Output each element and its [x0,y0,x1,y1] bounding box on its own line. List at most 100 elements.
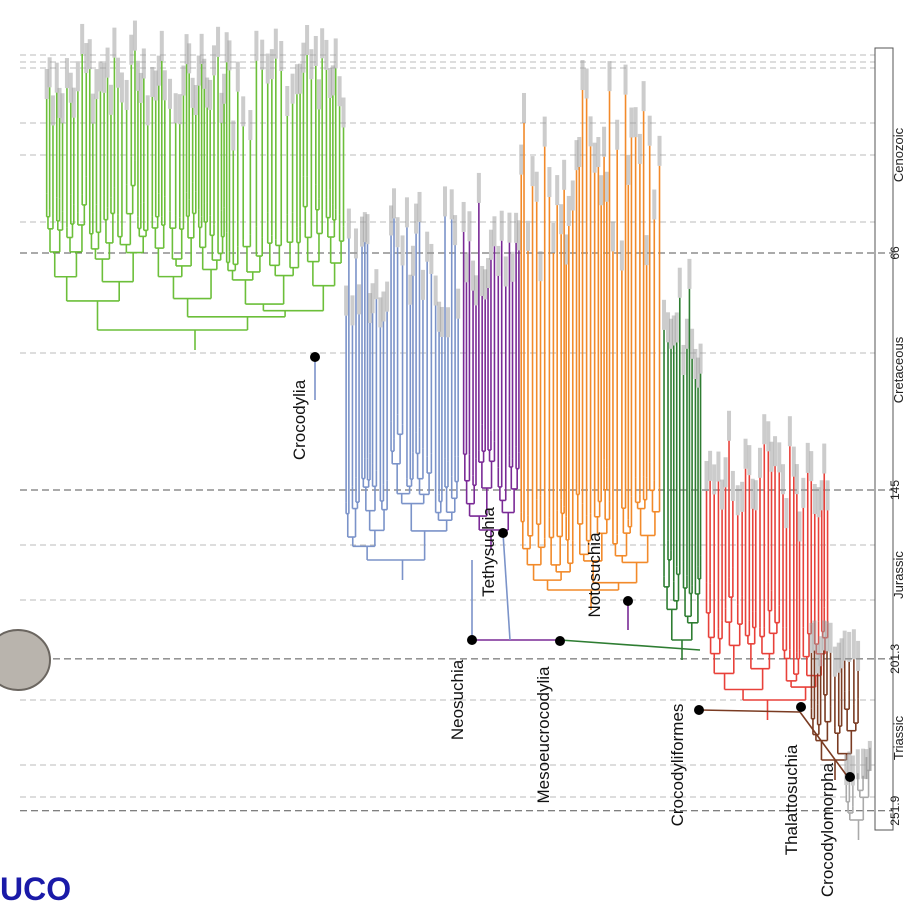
tip-labels [720,480,724,510]
tip-labels [342,98,346,128]
tip-labels [788,416,792,446]
tip-labels [564,234,568,264]
tip-labels [531,156,535,186]
tip-labels [624,65,628,95]
skull-icon [0,630,50,690]
tip-labels [324,40,328,70]
tip-labels [822,444,826,474]
tip-labels [421,270,425,300]
tip-labels [347,209,351,239]
tip-labels [291,74,295,104]
tip-labels [555,175,559,205]
tip-labels [615,120,619,150]
tip-labels [76,61,80,91]
tip-labels [414,204,418,234]
tip-labels [477,173,481,203]
tip-labels [492,216,496,246]
tip-labels [381,292,385,322]
tip-labels [754,480,758,510]
tip-labels [543,117,547,147]
tip-labels [856,749,860,779]
tip-labels [231,121,235,151]
tip-labels [747,445,751,475]
tip-labels [634,107,638,137]
tip-labels [820,480,824,510]
tip-labels [758,448,762,478]
tip-labels [843,631,847,661]
tip-labels [596,137,600,167]
tip-labels [833,647,837,677]
tip-labels [744,439,748,469]
tip-labels [829,623,833,653]
tip-labels [500,211,504,241]
tip-labels [314,36,318,66]
tip-labels [577,137,581,167]
tip-labels [116,58,120,88]
tip-labels [611,221,615,251]
tip-labels [559,204,563,234]
tip-labels [486,258,490,288]
tip-labels [174,93,178,123]
period-label: Cenozoic [891,127,906,182]
tip-labels [443,186,447,216]
tip-labels [620,240,624,270]
clade-node [467,635,477,645]
tip-labels [320,28,324,58]
tip-labels [61,93,65,123]
tip-labels [241,96,245,126]
tip-labels [784,498,788,528]
tip-labels [142,48,146,78]
tip-labels [112,28,116,58]
tip-labels [305,25,309,55]
tip-labels [762,414,766,444]
tip-labels [526,221,530,251]
tip-labels [539,251,543,281]
tip-labels [254,31,258,61]
clade-label: Mesoeucrocodylia [534,666,553,804]
tip-labels [178,94,182,124]
tip-labels [847,632,851,662]
tip-labels [467,211,471,241]
tip-labels [270,49,274,79]
tip-labels [408,275,412,305]
tip-labels [222,74,226,104]
tip-labels [236,62,240,92]
tip-labels [681,345,685,375]
tip-labels [652,190,656,220]
boundary-label: 145 [888,480,902,500]
tip-labels [80,24,84,54]
clade-node [796,702,806,712]
tip-labels [350,295,354,325]
tip-labels [48,57,52,87]
tip-labels [519,145,523,175]
clade-label: Neosuchia [448,659,467,740]
tip-labels [98,61,102,91]
clade-label: Crocodylomorpha [818,762,837,897]
tip-labels [405,197,409,227]
tip-labels [712,464,716,494]
clade-node [310,352,320,362]
tip-labels [809,451,813,481]
phylogeny-figure: Cenozoic Cretaceous Jurassic Triassic Cr… [0,0,917,916]
tip-labels [109,85,113,115]
tip-labels [94,69,98,99]
tip-labels [125,80,129,110]
tip-labels [658,136,662,166]
tip-labels [511,252,515,282]
clade-node [694,705,704,715]
branch [700,710,800,712]
tip-labels [740,482,744,512]
tip-labels [429,244,433,274]
tip-labels [450,189,454,219]
tip-labels [227,40,231,70]
clade-label: Thalattosuchia [782,744,801,855]
branch [560,640,700,650]
tip-labels [685,319,689,349]
tip-labels [160,31,164,61]
tip-labels [120,72,124,102]
tip-labels [781,464,785,494]
tip-labels [562,160,566,190]
clade-label: Notosuchia [585,532,604,618]
tip-labels [801,478,805,508]
tip-labels [216,27,220,57]
